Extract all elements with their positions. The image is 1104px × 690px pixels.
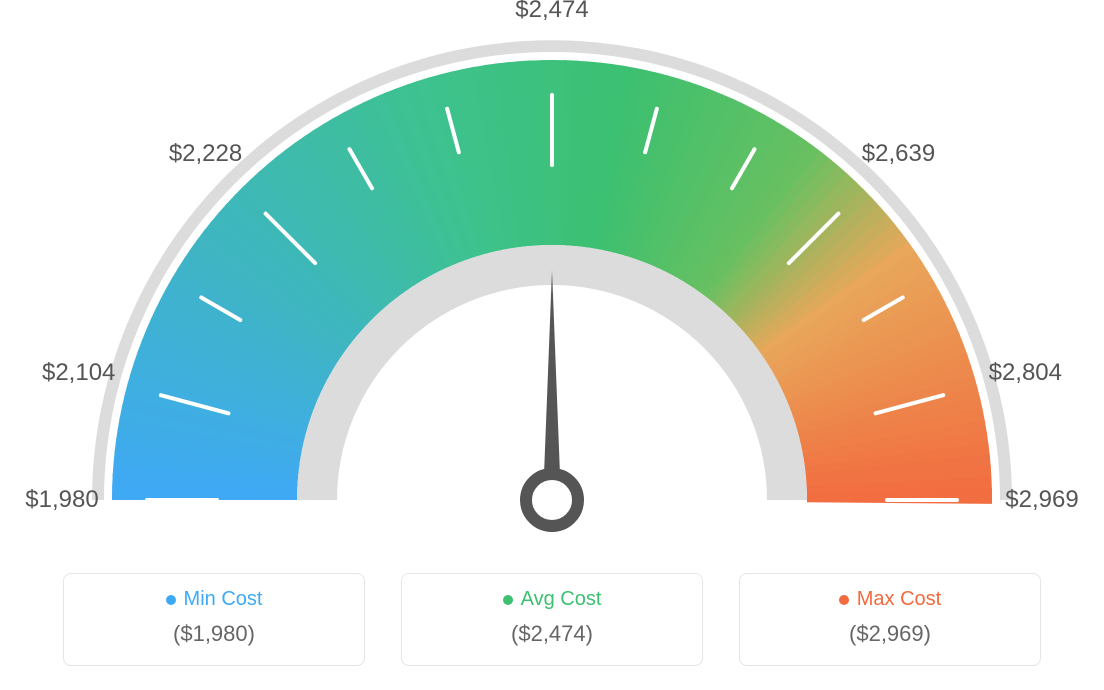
gauge-tick-label: $2,228 xyxy=(169,140,242,168)
gauge-svg xyxy=(0,0,1104,550)
gauge-tick-label: $2,474 xyxy=(515,0,588,24)
gauge-tick-label: $2,639 xyxy=(862,140,935,168)
max-cost-label: Max Cost xyxy=(857,588,941,611)
gauge-area: $1,980 $2,104 $2,228 $2,474 $2,639 $2,804 $2,9… xyxy=(0,0,1104,550)
avg-cost-value: ($2,474) xyxy=(402,621,702,647)
avg-dot-icon xyxy=(503,595,513,605)
gauge-tick-label: $2,804 xyxy=(989,359,1062,387)
min-cost-card: Min Cost ($1,980) xyxy=(63,573,365,666)
gauge-tick-label: $2,104 xyxy=(42,359,115,387)
legend-cards: Min Cost ($1,980) Avg Cost ($2,474) Max … xyxy=(0,573,1104,666)
max-dot-icon xyxy=(839,595,849,605)
gauge-tick-label: $2,969 xyxy=(1005,486,1078,514)
gauge-needle xyxy=(543,270,561,500)
min-cost-label: Min Cost xyxy=(184,588,263,611)
gauge-needle-hub xyxy=(526,474,578,526)
min-dot-icon xyxy=(166,595,176,605)
avg-cost-card: Avg Cost ($2,474) xyxy=(401,573,703,666)
avg-cost-label: Avg Cost xyxy=(521,588,602,611)
min-cost-value: ($1,980) xyxy=(64,621,364,647)
gauge-chart-container: $1,980 $2,104 $2,228 $2,474 $2,639 $2,804 $2,9… xyxy=(0,0,1104,690)
gauge-tick-label: $1,980 xyxy=(25,486,98,514)
max-cost-value: ($2,969) xyxy=(740,621,1040,647)
max-cost-card: Max Cost ($2,969) xyxy=(739,573,1041,666)
